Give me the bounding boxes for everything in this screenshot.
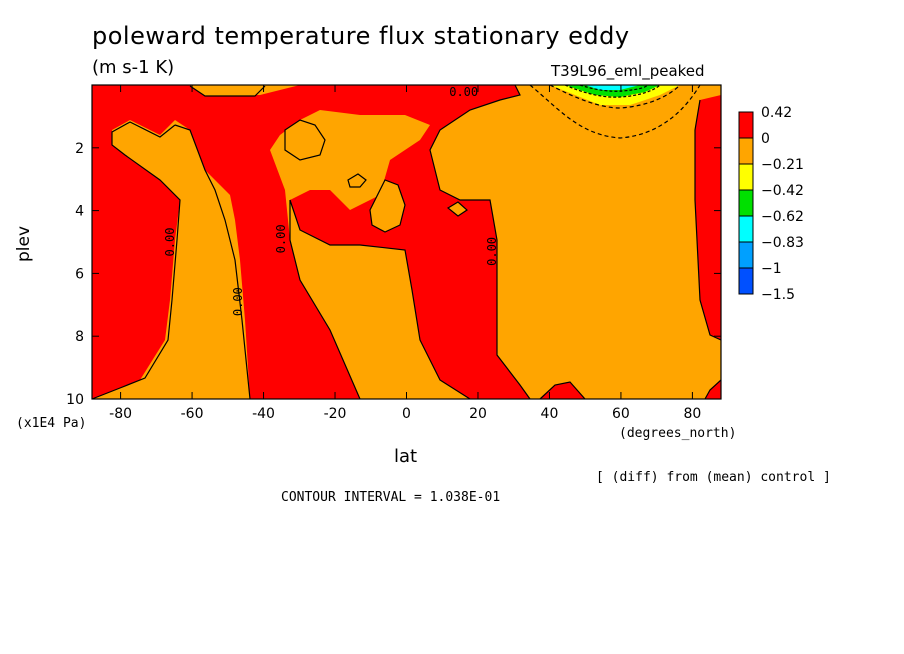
contour-zero-central (289, 199, 471, 400)
x-tick-label: -40 (252, 406, 275, 422)
field-near-zero-central (290, 200, 470, 399)
contour-fields (92, 85, 721, 399)
legend-level-label: 0.42 (761, 105, 792, 121)
x-tick-label: -60 (181, 406, 204, 422)
x-tick-label: -80 (109, 406, 132, 422)
contour-label: 0.00 (231, 287, 245, 316)
legend-swatch (738, 267, 754, 295)
contour-label: 0.00 (485, 237, 499, 266)
contour-island-2 (369, 179, 406, 233)
x-axis-unit: (degrees_north) (619, 426, 737, 441)
legend-level-label: −0.62 (761, 209, 804, 225)
contour-negative-dashed-4 (579, 84, 649, 92)
legend-level-label: −1.5 (761, 287, 795, 303)
field-positive-east-bottom (705, 380, 721, 399)
contour-label: 0.00 (274, 224, 288, 253)
x-tick-label: 20 (469, 406, 487, 422)
legend-level-label: 0 (761, 131, 770, 147)
x-axis-label: lat (394, 446, 418, 467)
contour-negative-dashed-1 (529, 84, 701, 139)
contour-island-1 (284, 119, 326, 161)
legend-level-label: −0.21 (761, 157, 804, 173)
y-tick-label: 6 (75, 266, 84, 282)
field-negative-green (565, 85, 660, 97)
contour-lines (91, 84, 722, 400)
contour-label: 0.00 (449, 85, 478, 99)
x-tick-label: 60 (612, 406, 630, 422)
contour-south (539, 381, 586, 400)
legend-swatch (738, 215, 754, 243)
contour-island-4 (446, 201, 468, 217)
footnote-diff: [ (diff) from (mean) control ] (596, 470, 831, 485)
x-tick-label: 80 (683, 406, 701, 422)
contour-zero-west-2 (91, 121, 181, 400)
chart-title: poleward temperature flux stationary edd… (92, 22, 630, 50)
y-tick-label: 4 (75, 204, 84, 220)
contour-zero-east (429, 84, 531, 400)
y-tick-label: 2 (75, 141, 84, 157)
x-axis-ticks: -80 -60 -40 -20 0 20 40 60 80 (109, 85, 701, 422)
color-legend: 0.42 0 −0.21 −0.42 −0.62 −0.83 −1 −1.5 (738, 105, 804, 303)
run-label: T39L96_eml_peaked (551, 62, 705, 80)
legend-level-label: −0.42 (761, 183, 804, 199)
x-tick-label: 0 (402, 406, 411, 422)
y-axis-unit: (x1E4 Pa) (16, 416, 87, 431)
field-near-zero-west (92, 122, 250, 399)
contour-labels: 0.00 0.00 0.00 0.00 0.00 (163, 85, 499, 316)
contour-zero-central-2 (289, 200, 361, 400)
x-tick-label: 40 (541, 406, 559, 422)
field-positive-east (695, 95, 721, 340)
contour-east-bottom (704, 379, 722, 400)
contour-interval: CONTOUR INTERVAL = 1.038E-01 (281, 490, 501, 505)
legend-level-label: −1 (761, 261, 782, 277)
x-tick-label: -20 (324, 406, 347, 422)
legend-swatch (738, 137, 754, 165)
y-tick-label: 8 (75, 329, 84, 345)
contour-top-left (189, 85, 266, 97)
contour-negative-dashed-2 (549, 84, 681, 109)
field-positive-west (92, 85, 530, 399)
chart-units: (m s-1 K) (92, 57, 175, 78)
contour-east (694, 99, 722, 341)
field-near-zero-island-1 (285, 120, 325, 160)
y-axis-ticks: 2 4 6 8 10 (66, 141, 721, 408)
contour-label: 0.00 (163, 228, 177, 257)
contour-negative-dashed-3 (564, 84, 661, 98)
contour-island-3 (347, 173, 367, 188)
legend-swatch (738, 163, 754, 191)
legend-swatch (738, 241, 754, 269)
legend-swatch (738, 189, 754, 217)
contour-zero-west (174, 124, 251, 400)
legend-swatch (738, 111, 754, 139)
field-near-zero-top-left (190, 86, 255, 96)
field-negative-cyan (585, 85, 640, 90)
y-tick-label: 10 (66, 392, 84, 408)
legend-level-label: −0.83 (761, 235, 804, 251)
